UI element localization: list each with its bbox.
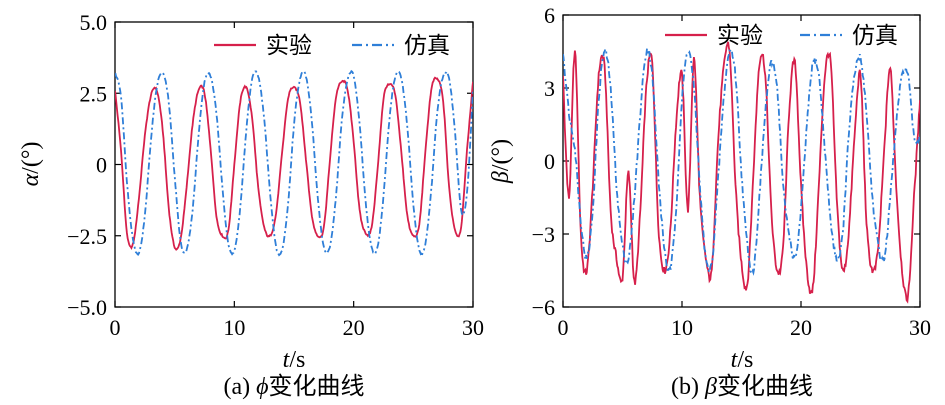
legend-label-simulation-a: 仿真 [404, 33, 450, 59]
legend-b: 实验 仿真 [665, 23, 898, 49]
y-tick-label: 5.0 [80, 10, 108, 35]
plot-frame-a [114, 21, 474, 308]
y-tick-label: −2.5 [67, 224, 107, 249]
x-axis-label-a: t/s [283, 347, 306, 373]
x-ticks-b: 0 10 20 30 [558, 15, 931, 340]
y-ticks-b: −6 −3 0 3 6 [532, 3, 920, 320]
x-ticks-a: 0 10 20 30 [110, 22, 484, 340]
y-tick-label: 0 [544, 149, 555, 174]
y-tick-label: 6 [544, 3, 555, 28]
x-tick-label: 30 [909, 315, 931, 340]
y-tick-label: 0 [96, 153, 107, 178]
x-axis-label-b: t/s [731, 347, 754, 373]
x-tick-label: 10 [671, 315, 693, 340]
x-tick-label: 0 [110, 315, 121, 340]
y-axis-label-a: α/(°) [18, 142, 44, 187]
y-tick-label: 3 [544, 76, 555, 101]
y-tick-label: −5.0 [67, 295, 107, 320]
x-tick-label: 20 [343, 315, 365, 340]
x-tick-label: 0 [558, 315, 569, 340]
y-tick-label: −6 [532, 295, 555, 320]
series-group-a [115, 69, 473, 257]
series-line-experiment [115, 76, 473, 251]
legend-label-experiment-a: 实验 [266, 33, 312, 59]
series-line-experiment [563, 41, 920, 304]
x-tick-label: 30 [462, 315, 484, 340]
caption-b: (b) β变化曲线 [671, 373, 813, 400]
legend-label-experiment-b: 实验 [717, 23, 763, 49]
y-tick-label: −3 [532, 222, 555, 247]
legend-a: 实验 仿真 [214, 33, 450, 59]
chart-panel-a: −5.0−2.502.55.0 0 10 20 30 实验 仿真 α/(°) t/s … [18, 10, 484, 400]
chart-panel-b: −6 −3 0 3 6 0 10 20 30 实验 仿真 β/(°) t/s (b) β变化曲… [488, 3, 931, 400]
x-tick-label: 10 [223, 315, 245, 340]
y-axis-label-b: β/(°) [488, 139, 514, 184]
caption-a: (a) ϕ变化曲线 [223, 373, 364, 400]
series-group-b [563, 41, 920, 304]
y-tick-label: 2.5 [80, 81, 108, 106]
legend-label-simulation-b: 仿真 [852, 23, 898, 49]
x-tick-label: 20 [790, 315, 812, 340]
series-line-simulation [563, 46, 920, 276]
